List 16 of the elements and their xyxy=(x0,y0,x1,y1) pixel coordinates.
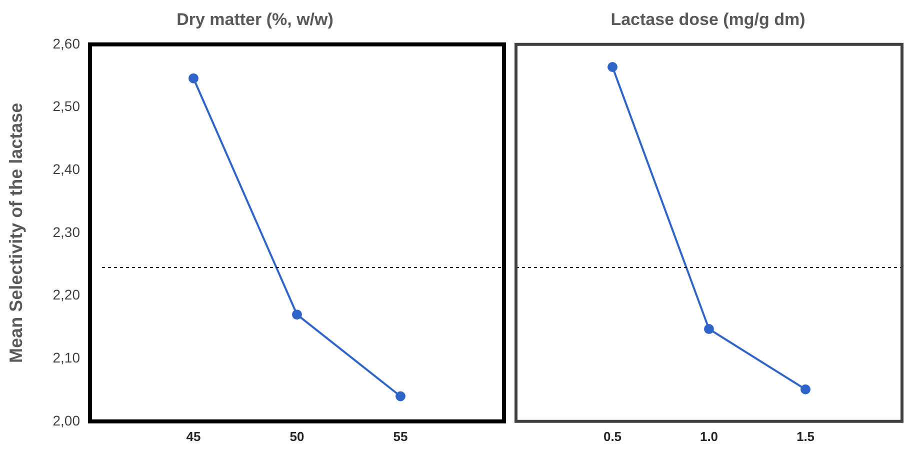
x-tick-label: 45 xyxy=(186,428,201,444)
chart-title: Lactase dose (mg/g dm) xyxy=(610,10,806,29)
y-tick-label: 2,50 xyxy=(52,98,80,114)
y-tick-label: 2,20 xyxy=(52,286,80,303)
x-tick-label: 1.5 xyxy=(796,428,815,444)
y-tick-label: 2,00 xyxy=(52,412,80,428)
y-tick-label: 2,60 xyxy=(52,35,80,52)
y-axis-title: Mean Selectivity of the lactase xyxy=(6,102,26,363)
x-tick-label: 1.0 xyxy=(700,428,718,444)
x-tick-label: 55 xyxy=(393,428,408,444)
y-tick-label: 2,30 xyxy=(52,224,80,240)
y-tick-label: 2,10 xyxy=(52,349,80,366)
x-tick-label: 50 xyxy=(290,428,304,444)
chart-title: Dry matter (%, w/w) xyxy=(176,10,334,29)
y-tick-label: 2,40 xyxy=(52,160,80,177)
x-tick-label: 0.5 xyxy=(603,428,622,444)
